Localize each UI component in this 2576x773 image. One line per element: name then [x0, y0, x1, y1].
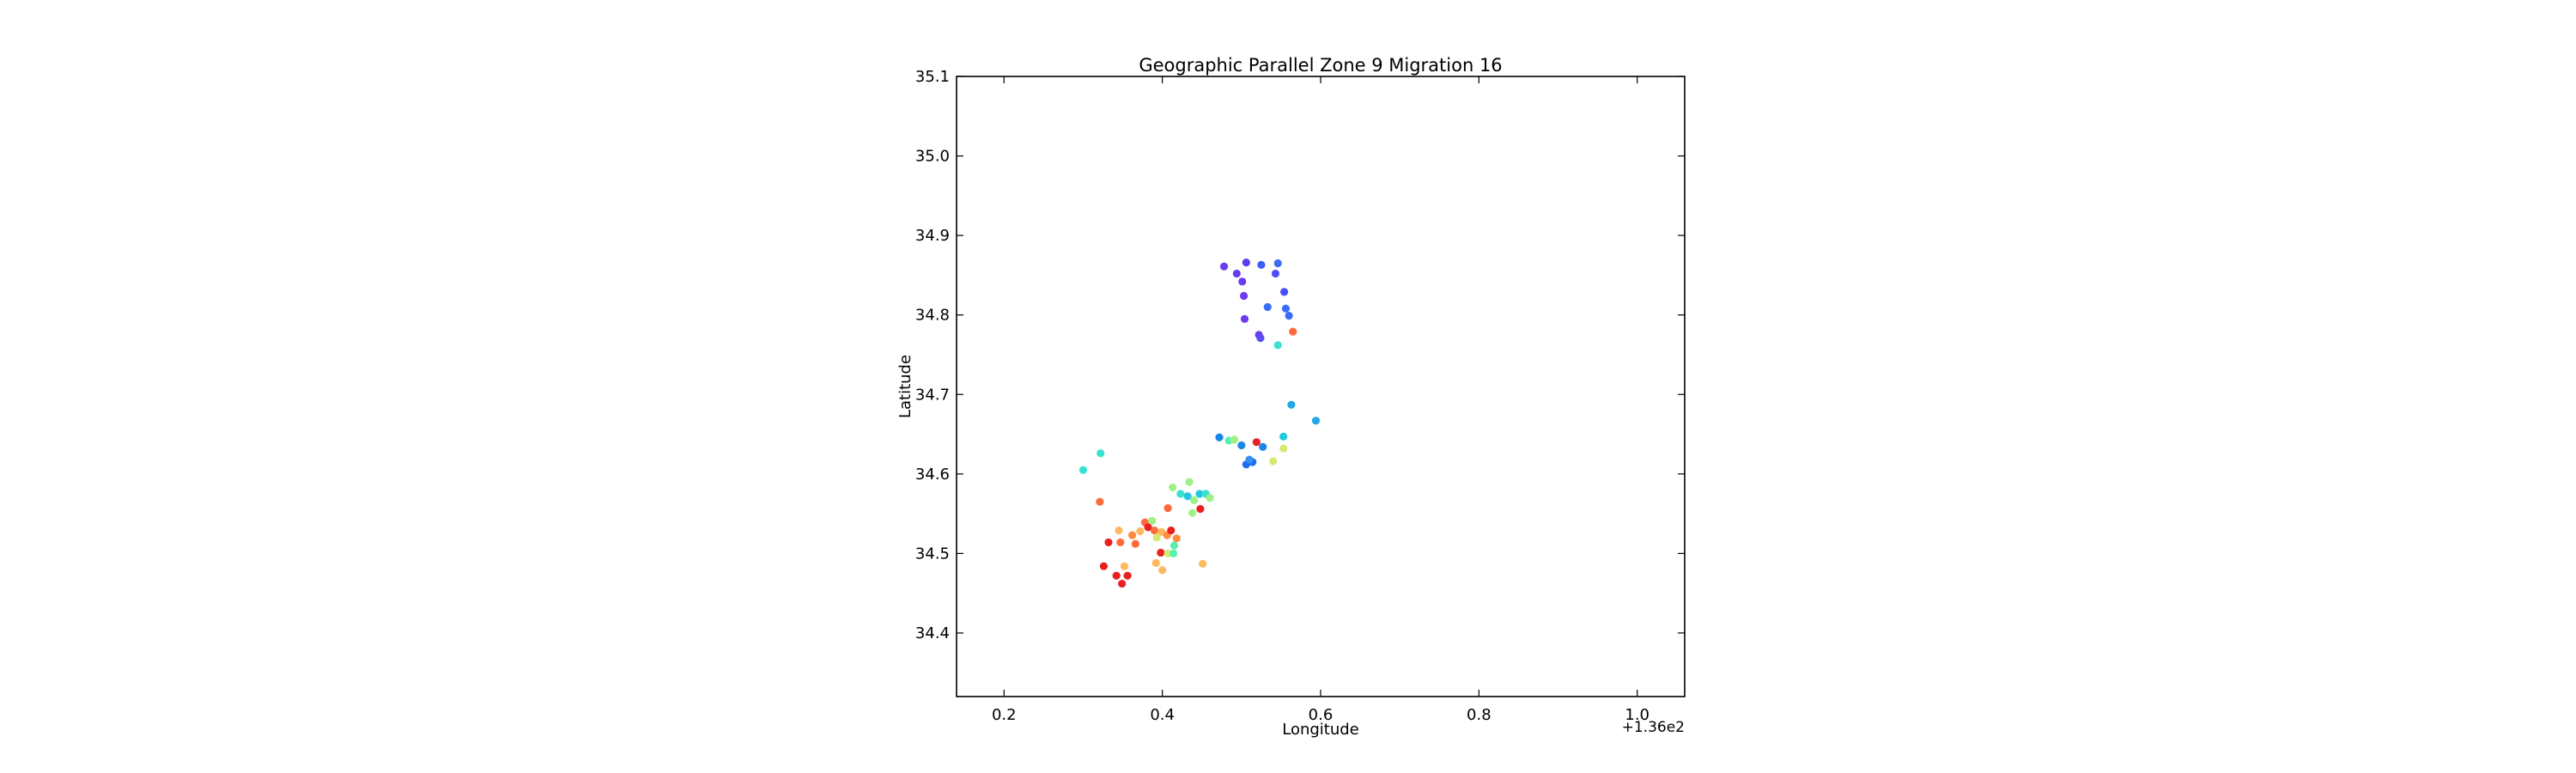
data-point	[1183, 492, 1192, 501]
data-point	[1078, 466, 1088, 474]
data-point	[1115, 526, 1123, 535]
data-points	[1078, 259, 1321, 588]
y-tick-label: 34.5	[915, 545, 950, 563]
data-point	[1172, 534, 1181, 543]
data-point	[1118, 579, 1127, 588]
y-tick-label: 34.9	[915, 227, 950, 245]
data-point	[1239, 291, 1249, 301]
chart-title: Geographic Parallel Zone 9 Migration 16	[1139, 55, 1502, 76]
data-point	[1232, 269, 1241, 278]
data-point	[1281, 304, 1291, 313]
x-tick-label: 0.6	[1309, 706, 1334, 724]
data-point	[1163, 504, 1172, 513]
data-point	[1112, 571, 1121, 580]
y-tick-label: 34.8	[915, 307, 950, 325]
data-point	[1273, 341, 1282, 350]
data-point	[1199, 559, 1207, 569]
data-point	[1152, 533, 1161, 542]
data-point	[1230, 435, 1239, 444]
data-point	[1245, 455, 1254, 464]
data-point	[1237, 441, 1246, 450]
x-tick-label: 0.2	[992, 706, 1017, 724]
y-axis-label: Latitude	[896, 355, 914, 418]
data-point	[1185, 478, 1194, 486]
y-tick-label: 34.6	[915, 466, 950, 484]
data-point	[1188, 508, 1197, 517]
data-point	[1219, 262, 1229, 271]
y-tick-label: 35.1	[915, 68, 950, 86]
data-point	[1136, 526, 1145, 536]
data-point	[1158, 566, 1167, 575]
tick-labels: 0.2 0.4 0.6 0.8 1.0 34.4 34.5 34.6 34.7 34.8 34.9 3…	[915, 68, 1649, 724]
data-point	[1163, 549, 1172, 557]
data-point	[1252, 438, 1261, 447]
data-point	[1169, 483, 1177, 492]
data-point	[1263, 302, 1272, 312]
x-tick-label: 1.0	[1625, 706, 1649, 724]
data-point	[1170, 541, 1179, 550]
data-point	[1279, 444, 1288, 453]
data-point	[1238, 277, 1247, 286]
data-point	[1150, 526, 1159, 535]
plot-area	[956, 76, 1686, 697]
data-point	[1128, 531, 1137, 539]
data-point	[1104, 538, 1113, 547]
x-axis-label: Longitude	[1282, 721, 1359, 739]
x-axis-offset-label: +1.36e2	[1622, 719, 1685, 736]
x-tick-label: 0.8	[1467, 706, 1492, 724]
data-point	[1120, 562, 1129, 570]
data-point	[1196, 504, 1205, 514]
data-point	[1176, 490, 1185, 498]
axis-ticks	[957, 76, 1685, 697]
data-point	[1287, 400, 1296, 409]
data-point	[1256, 333, 1265, 343]
data-point	[1206, 493, 1214, 502]
data-point	[1311, 417, 1321, 425]
data-point	[1240, 314, 1249, 323]
data-point	[1279, 432, 1288, 441]
data-point	[1099, 562, 1109, 570]
data-point	[1148, 516, 1157, 526]
x-tick-label: 0.4	[1150, 706, 1175, 724]
data-point	[1116, 538, 1125, 547]
y-tick-label: 34.4	[915, 624, 950, 642]
data-point	[1195, 490, 1204, 498]
data-point	[1167, 526, 1176, 535]
data-point	[1259, 442, 1267, 451]
data-point	[1123, 571, 1132, 580]
data-point	[1169, 549, 1178, 557]
data-point	[1280, 288, 1289, 296]
data-point	[1242, 259, 1250, 267]
y-tick-label: 35.0	[915, 148, 950, 166]
data-point	[1096, 497, 1104, 506]
data-point	[1097, 449, 1105, 458]
data-point	[1257, 260, 1266, 269]
data-point	[1215, 433, 1224, 441]
data-point	[1189, 496, 1199, 504]
y-tick-label: 34.7	[915, 386, 950, 404]
data-point	[1269, 457, 1278, 466]
data-point	[1271, 269, 1280, 278]
data-point	[1273, 259, 1282, 268]
data-point	[1151, 558, 1160, 568]
data-point	[1144, 523, 1152, 532]
data-point	[1289, 327, 1297, 336]
data-point	[1285, 312, 1293, 320]
data-point	[1157, 548, 1165, 557]
data-point	[1131, 539, 1139, 548]
